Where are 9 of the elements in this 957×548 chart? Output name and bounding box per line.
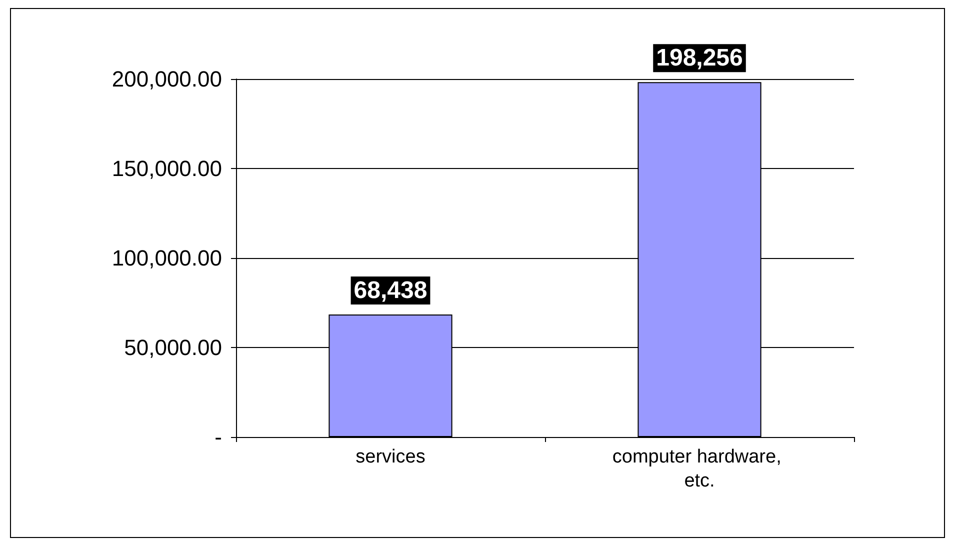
x-tick-label: services <box>356 446 426 468</box>
y-tick-label: 150,000.00 <box>112 156 222 181</box>
y-tick-label: 50,000.00 <box>124 335 222 360</box>
x-tick-label: computer hardware, etc. <box>612 446 787 492</box>
y-tick-label: 100,000.00 <box>112 246 222 270</box>
data-label: 68,438 <box>354 276 428 304</box>
y-tick-label: - <box>214 424 222 450</box>
y-tick-label: 200,000.00 <box>112 66 222 92</box>
data-label: 198,256 <box>656 44 743 72</box>
